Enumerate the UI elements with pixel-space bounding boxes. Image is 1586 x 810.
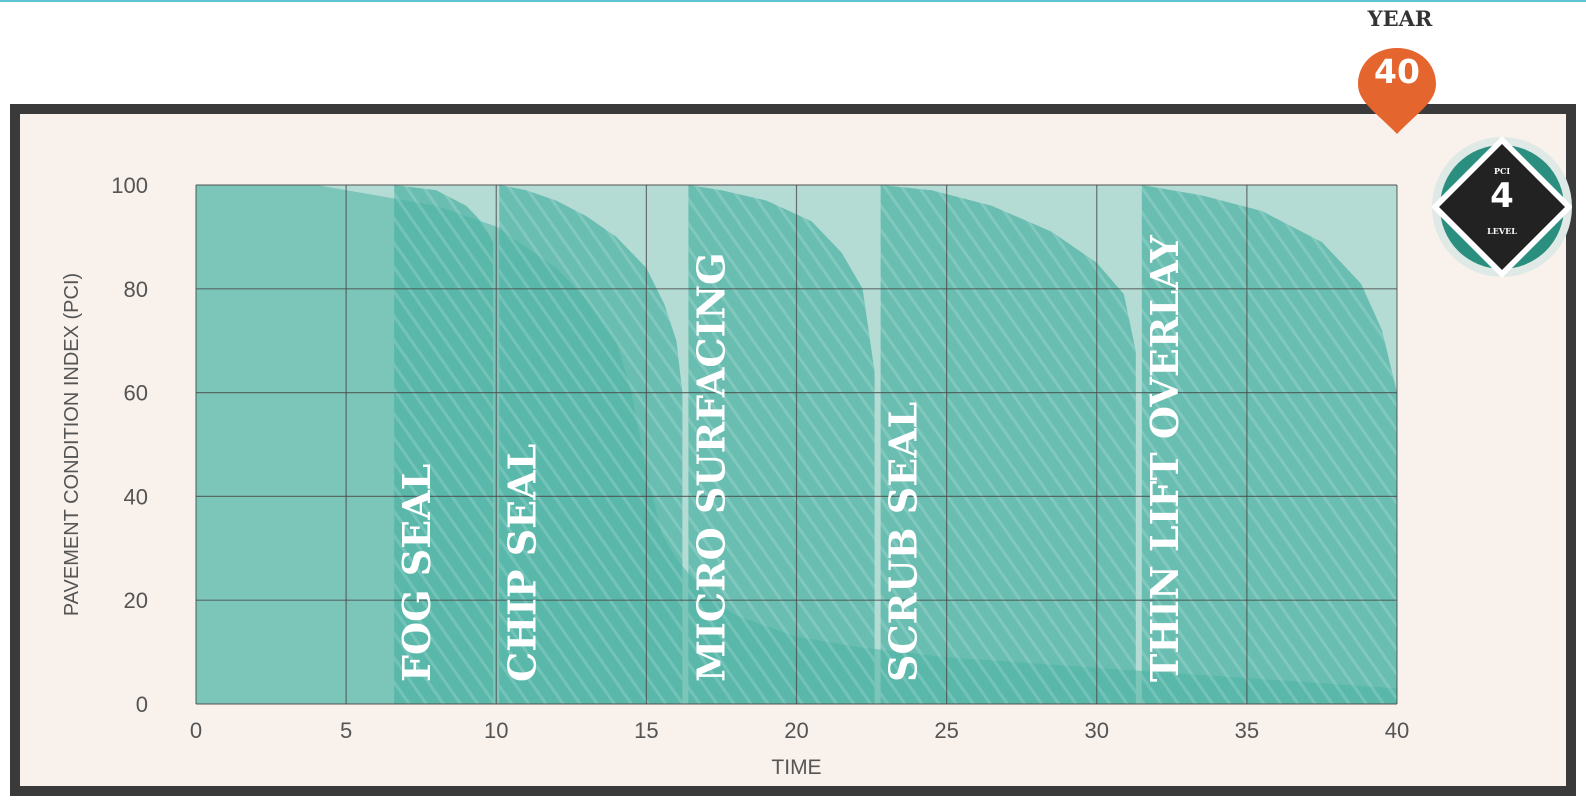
top-rule — [0, 0, 1586, 2]
x-tick-label-2: 10 — [484, 718, 508, 743]
x-tick-label-8: 40 — [1385, 718, 1409, 743]
x-tick-label-0: 0 — [190, 718, 202, 743]
x-axis-title: TIME — [771, 756, 821, 779]
treatment-hatch-3 — [688, 185, 875, 704]
treatment-label-2: CHIP SEAL — [499, 444, 544, 682]
year-value: 40 — [1374, 52, 1420, 91]
y-tick-label-4: 80 — [124, 277, 148, 302]
treatment-label-layer: FOG SEAL CHIP SEAL MICRO SURFACING SCRUB SE… — [394, 234, 1187, 682]
y-tick-label-5: 100 — [111, 173, 148, 198]
treatment-label-5: THIN LIFT OVERLAY — [1142, 234, 1187, 682]
year-label: YEAR — [1367, 6, 1433, 31]
treatment-hatch-1 — [394, 185, 494, 704]
badge-top-text: PCI — [1493, 166, 1511, 176]
y-tick-label-3: 60 — [124, 381, 148, 406]
axis-layer: 0 5 10 15 20 25 30 35 40 0 20 40 60 80 100 TIME PAVEMENT… — [61, 173, 1409, 779]
treatment-hatch-5 — [1141, 185, 1397, 704]
location-pin-icon — [1358, 48, 1436, 134]
grid-layer — [195, 184, 1398, 705]
treatment-label-1: FOG SEAL — [394, 464, 439, 682]
y-tick-label-0: 0 — [136, 692, 148, 717]
pci-level-badge-icon — [1431, 136, 1572, 278]
badge-value: 4 — [1490, 176, 1514, 216]
y-axis-title: PAVEMENT CONDITION INDEX (PCI) — [61, 273, 83, 616]
badge-bottom-text: LEVEL — [1487, 226, 1517, 236]
treatment-hatch-4 — [880, 185, 1136, 704]
x-tick-label-1: 5 — [340, 718, 352, 743]
treatment-hatch-2 — [499, 185, 683, 704]
x-tick-label-7: 35 — [1235, 718, 1259, 743]
area-layer — [196, 185, 1397, 704]
x-tick-label-4: 20 — [784, 718, 808, 743]
y-tick-label-1: 20 — [124, 588, 148, 613]
x-tick-label-6: 30 — [1085, 718, 1109, 743]
treatment-label-3: MICRO SURFACING — [688, 252, 733, 682]
treatment-label-4: SCRUB SEAL — [881, 402, 926, 682]
x-tick-label-3: 15 — [634, 718, 658, 743]
x-tick-label-5: 25 — [934, 718, 958, 743]
y-tick-label-2: 40 — [124, 484, 148, 509]
